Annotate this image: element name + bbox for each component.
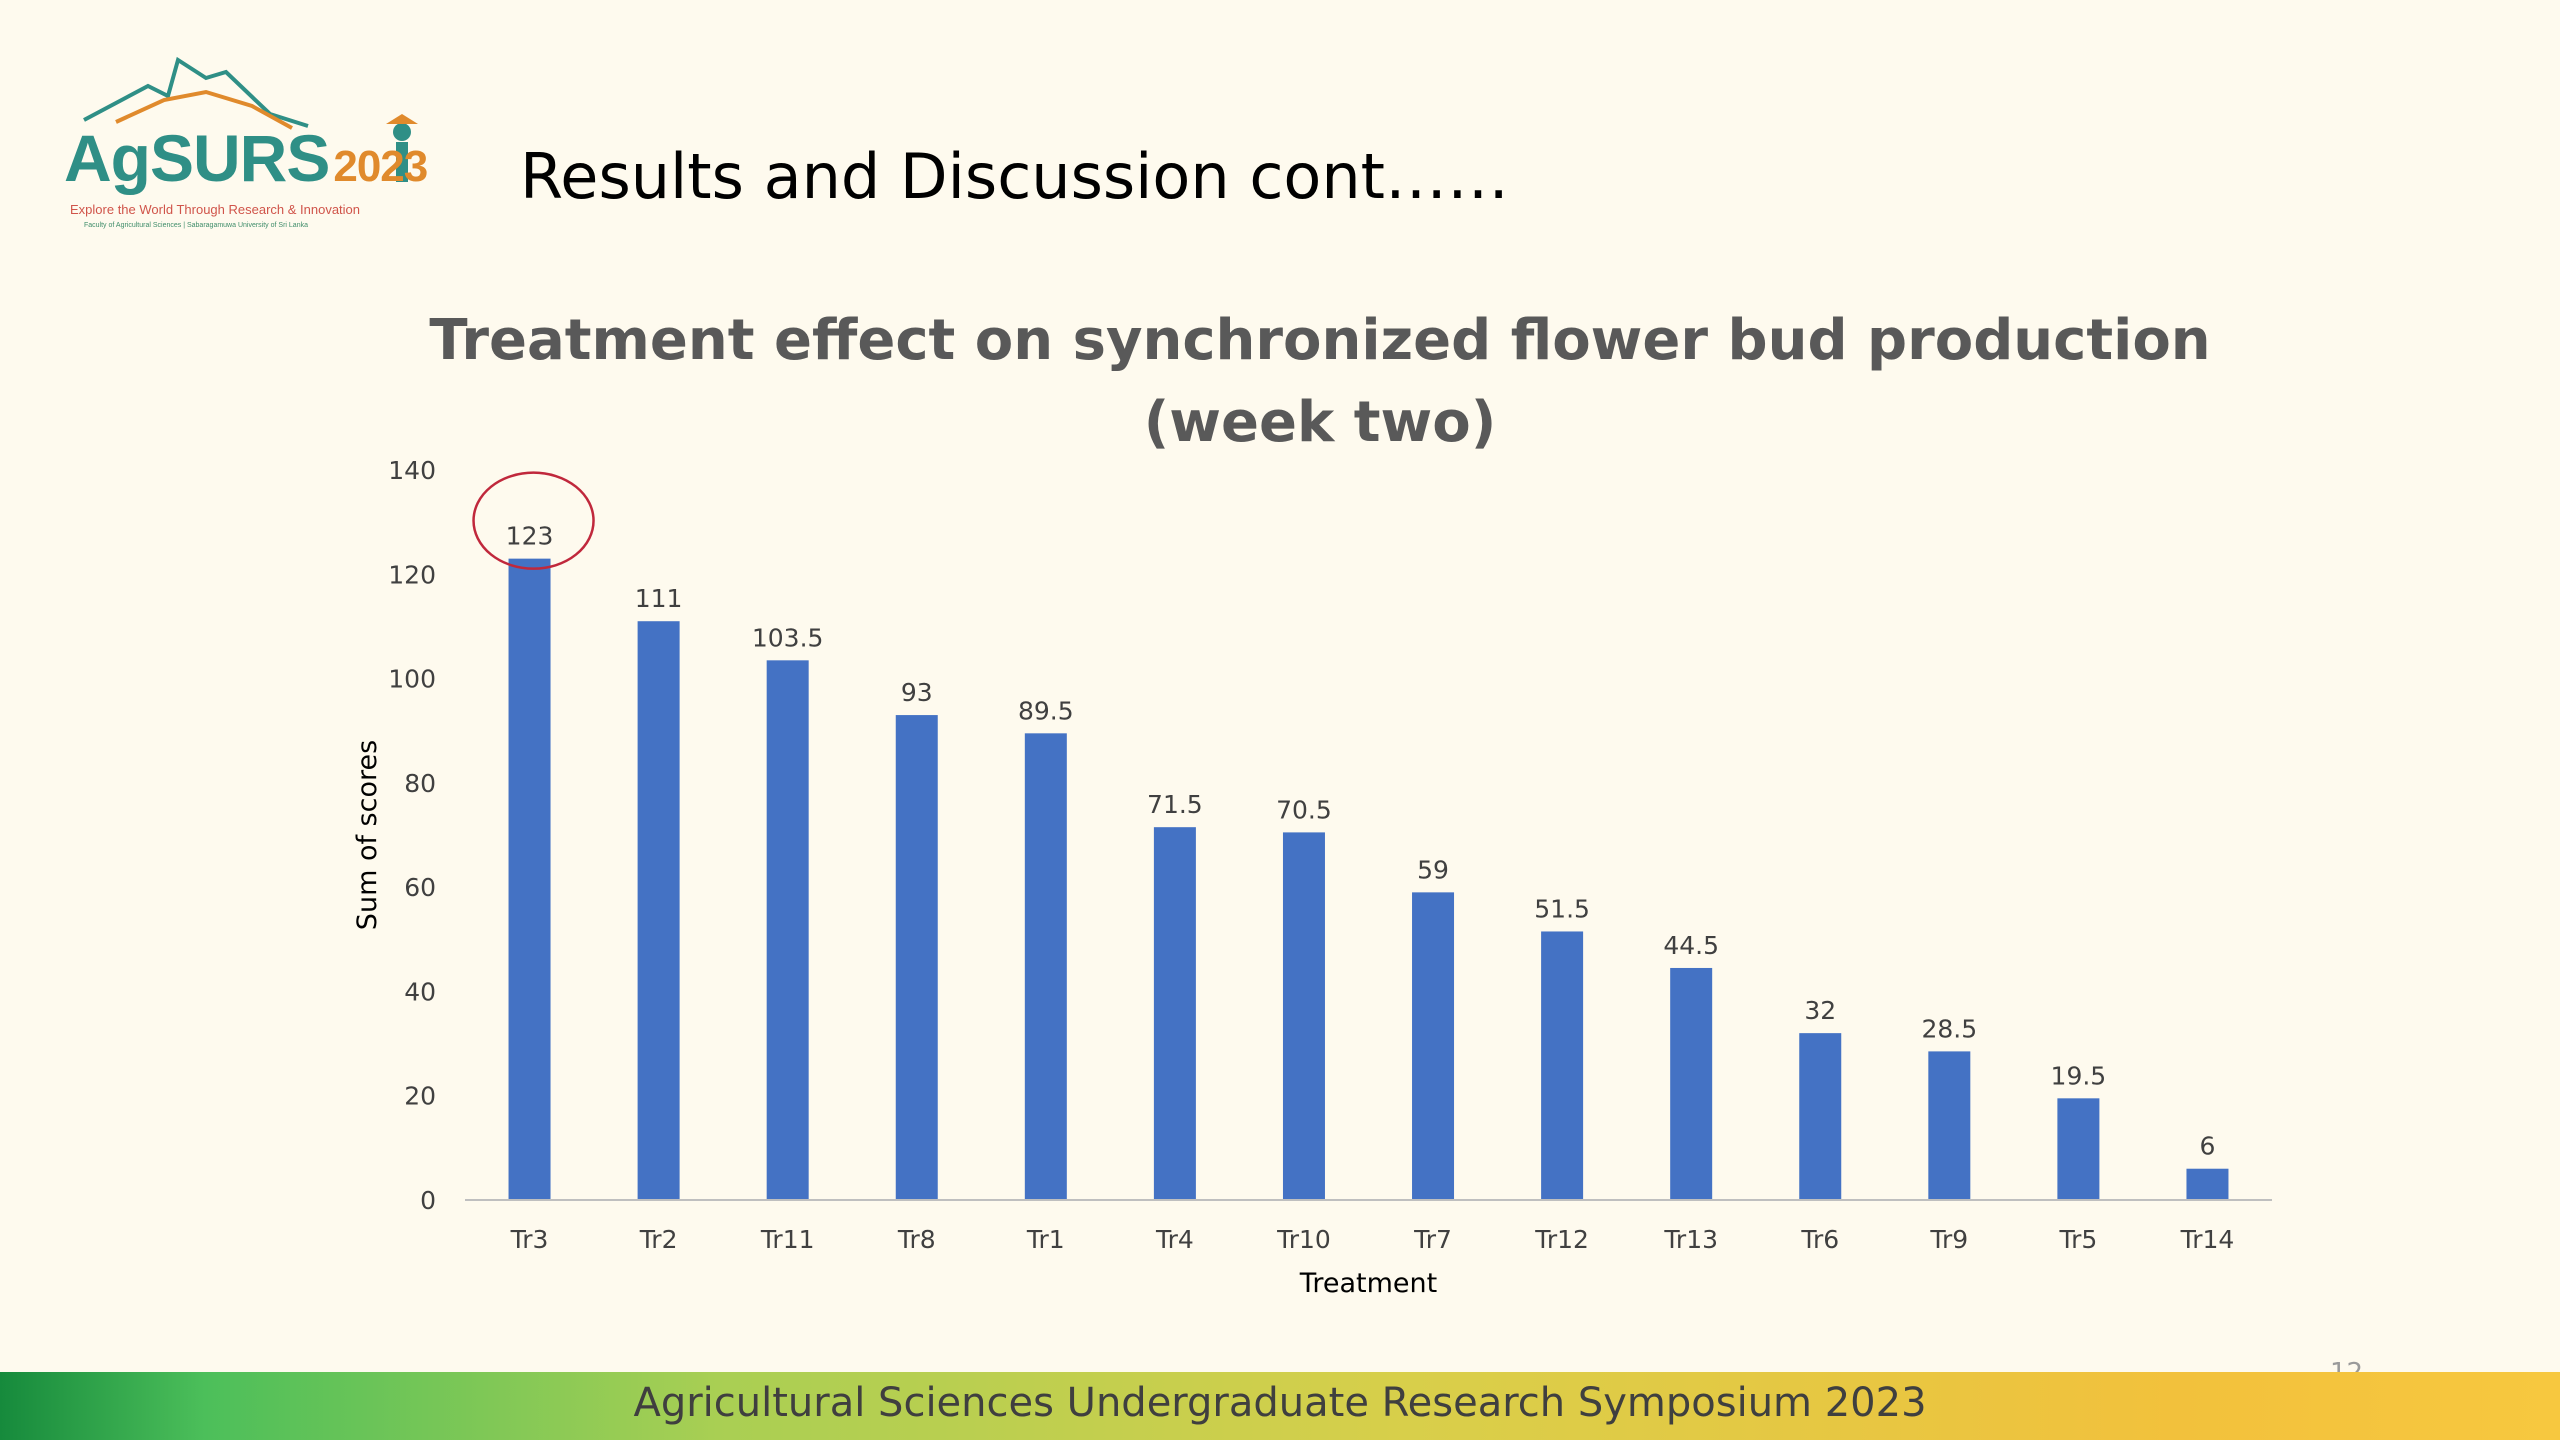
x-tick-label-tr11: Tr11 — [760, 1225, 815, 1254]
data-label-tr12: 51.5 — [1534, 894, 1590, 923]
data-label-tr6: 32 — [1804, 996, 1836, 1025]
x-tick-label-tr5: Tr5 — [2059, 1225, 2098, 1254]
chart-title: Treatment effect on synchronized flower … — [400, 300, 2240, 464]
bar-tr13 — [1670, 967, 1713, 1200]
x-tick-label-tr3: Tr3 — [510, 1225, 549, 1254]
bar-tr7 — [1412, 892, 1455, 1200]
bar-tr12 — [1541, 931, 1584, 1200]
data-label-tr5: 19.5 — [2051, 1061, 2107, 1090]
bar-tr11 — [766, 660, 809, 1200]
data-label-tr14: 6 — [2200, 1132, 2216, 1161]
bar-tr9 — [1928, 1051, 1971, 1200]
data-label-tr8: 93 — [901, 678, 933, 707]
x-tick-label-tr6: Tr6 — [1800, 1225, 1839, 1254]
x-tick-label-tr12: Tr12 — [1534, 1225, 1589, 1254]
data-label-tr11: 103.5 — [752, 623, 824, 652]
x-tick-label-tr2: Tr2 — [639, 1225, 678, 1254]
x-tick-label-tr9: Tr9 — [1929, 1225, 1968, 1254]
x-tick-label-tr8: Tr8 — [897, 1225, 936, 1254]
logo-word-text: AgSURS — [64, 121, 330, 195]
x-tick-label-tr14: Tr14 — [2180, 1225, 2235, 1254]
y-tick-label: 20 — [404, 1082, 436, 1111]
y-tick-label: 80 — [404, 769, 436, 798]
y-tick-label: 0 — [420, 1186, 436, 1215]
y-axis-title: Sum of scores — [352, 740, 383, 930]
bar-tr14 — [2186, 1168, 2229, 1200]
bar-tr2 — [637, 621, 680, 1200]
logo-year: 2023 — [333, 142, 428, 191]
y-axis-tick-labels: 0 20 40 60 80 100 120 140 — [388, 456, 436, 1215]
y-tick-label: 120 — [388, 560, 436, 589]
bars — [508, 558, 2229, 1200]
x-axis-title: Treatment — [1299, 1268, 1437, 1299]
bar-tr10 — [1282, 832, 1325, 1200]
logo-tagline: Explore the World Through Research & Inn… — [70, 202, 361, 217]
torch-icon — [393, 123, 411, 141]
slide-title: Results and Discussion cont…… — [520, 140, 1509, 213]
footer-banner: Agricultural Sciences Undergraduate Rese… — [0, 1372, 2560, 1440]
x-tick-label-tr10: Tr10 — [1276, 1225, 1331, 1254]
chart-title-line-1: Treatment effect on synchronized flower … — [429, 308, 2211, 373]
data-label-tr1: 89.5 — [1018, 696, 1074, 725]
bar-tr1 — [1024, 733, 1067, 1200]
highlight-circle — [472, 471, 595, 570]
data-label-tr13: 44.5 — [1663, 931, 1719, 960]
y-tick-label: 140 — [388, 456, 436, 485]
data-label-tr9: 28.5 — [1921, 1014, 1977, 1043]
bar-tr5 — [2057, 1098, 2100, 1200]
data-label-tr4: 71.5 — [1147, 790, 1203, 819]
bar-tr4 — [1153, 827, 1196, 1200]
x-tick-label-tr13: Tr13 — [1663, 1225, 1718, 1254]
data-label-tr2: 111 — [635, 584, 683, 613]
y-tick-label: 40 — [404, 977, 436, 1006]
x-tick-label-tr7: Tr7 — [1413, 1225, 1452, 1254]
footer-text: Agricultural Sciences Undergraduate Rese… — [633, 1380, 1927, 1426]
x-tick-label-tr4: Tr4 — [1155, 1225, 1194, 1254]
bar-tr6 — [1799, 1033, 1842, 1200]
bar-tr3 — [508, 558, 551, 1200]
mountain-logo-icon — [83, 56, 418, 182]
x-axis-tick-labels: Tr3 Tr2 Tr11 Tr8 Tr1 Tr4 Tr10 Tr7 Tr12 Tr13 Tr6 Tr9… — [510, 1225, 2235, 1254]
agsurs-logo: AgSURS2023 Explore the World Through Res… — [56, 48, 436, 238]
chart-title-line-2: (week two) — [1143, 390, 1497, 455]
data-label-tr7: 59 — [1417, 855, 1449, 884]
y-tick-label: 100 — [388, 665, 436, 694]
data-label-tr3: 123 — [506, 522, 554, 551]
logo-subline: Faculty of Agricultural Sciences | Sabar… — [84, 222, 308, 229]
x-tick-label-tr1: Tr1 — [1026, 1225, 1065, 1254]
data-label-tr10: 70.5 — [1276, 795, 1332, 824]
y-tick-label: 60 — [404, 873, 436, 902]
data-labels: 123 111 103.5 93 89.5 71.5 70.5 59 51.5 44.5 32 28.… — [506, 522, 2216, 1161]
bar-tr8 — [895, 715, 938, 1200]
logo-wordmark: AgSURS2023 — [64, 120, 428, 196]
